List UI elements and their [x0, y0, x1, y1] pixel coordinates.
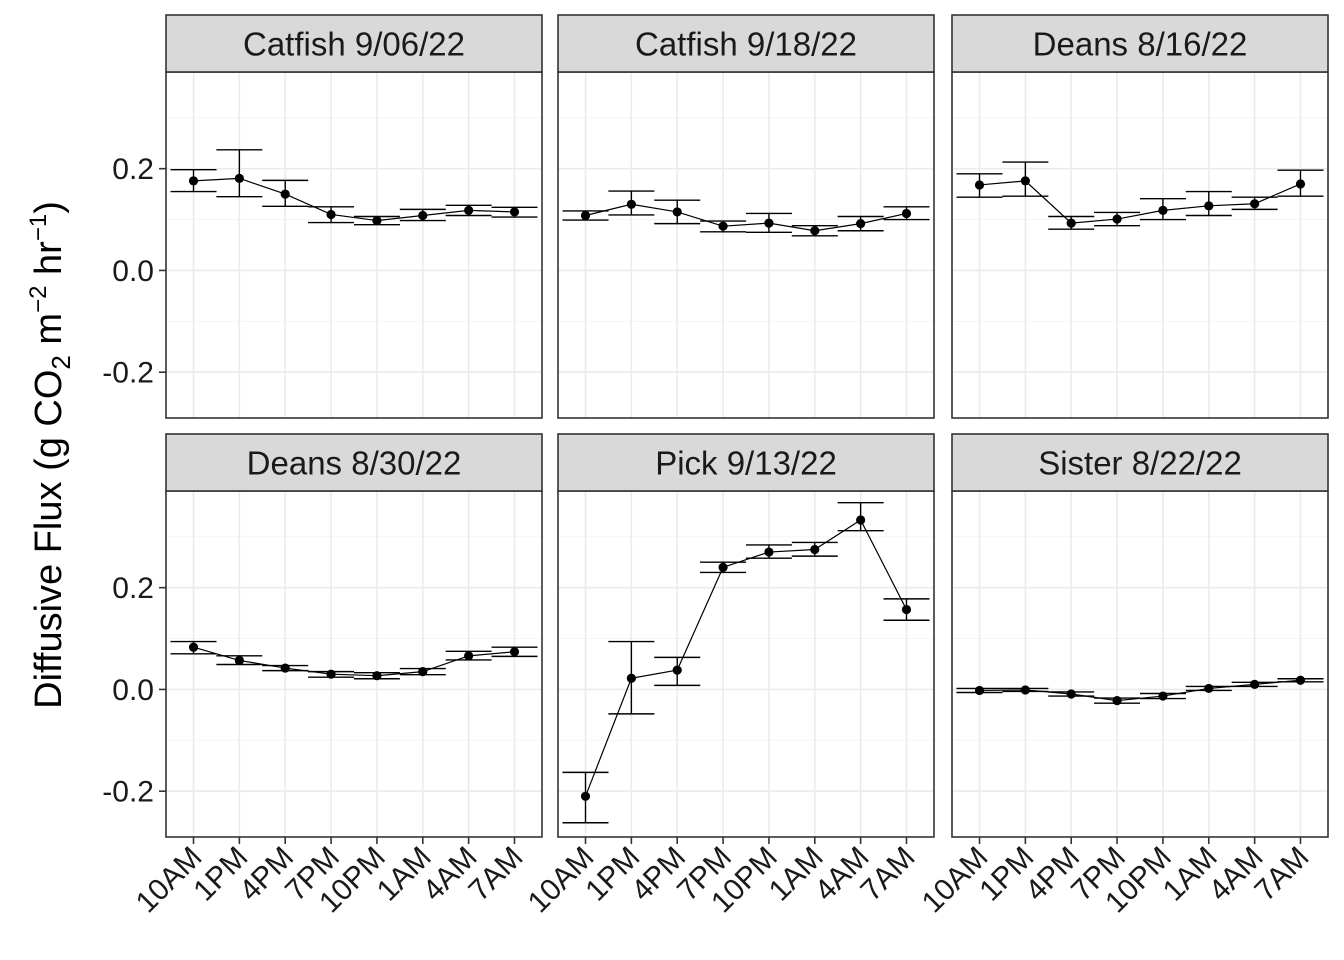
- data-point: [1112, 214, 1122, 224]
- facet-strip-title: Catfish 9/06/22: [243, 26, 465, 63]
- data-point: [326, 669, 336, 679]
- series-line: [193, 646, 515, 677]
- data-point: [1295, 675, 1306, 685]
- facet-strip-title: Pick 9/13/22: [655, 445, 837, 482]
- data-point: [626, 673, 636, 683]
- panel-background: [952, 72, 1328, 418]
- series-line: [585, 203, 907, 232]
- data-point: [1158, 691, 1168, 701]
- data-point: [1158, 205, 1168, 215]
- data-point: [509, 647, 520, 657]
- data-point: [418, 667, 428, 677]
- data-point: [974, 685, 985, 696]
- series-line: [979, 679, 1301, 702]
- y-axis-title: Diffusive Flux (g CO2 m−2 hr−1): [25, 201, 76, 709]
- data-point: [234, 173, 244, 183]
- data-point: [580, 791, 591, 801]
- y-tick-label: -0.2: [102, 357, 154, 390]
- facet-strip: [165, 14, 543, 73]
- x-tick-label: 7AM: [854, 841, 921, 908]
- data-point: [1295, 179, 1306, 189]
- panel-background: [166, 72, 542, 418]
- x-tick-label: 7AM: [1248, 841, 1315, 908]
- data-point: [1066, 689, 1076, 699]
- facet-strip-title: Deans 8/16/22: [1033, 26, 1248, 63]
- data-point: [372, 215, 382, 226]
- data-point: [974, 180, 985, 190]
- data-point: [234, 655, 244, 666]
- facet-strip-title: Sister 8/22/22: [1038, 445, 1242, 482]
- data-point: [810, 544, 820, 555]
- data-point: [188, 642, 199, 652]
- data-point: [418, 210, 428, 221]
- data-point: [326, 209, 336, 220]
- data-point: [509, 207, 520, 217]
- y-tick-label: -0.2: [102, 776, 154, 809]
- y-tick-label: 0.2: [112, 153, 154, 186]
- facet-strip: [951, 433, 1329, 492]
- panel-background: [952, 491, 1328, 837]
- data-point: [1204, 201, 1214, 211]
- data-point: [1250, 199, 1260, 209]
- y-tick-label: 0.2: [112, 572, 154, 605]
- facet-panels: Catfish 9/06/22 -0.2 0.0 0.2 Catfish 9/18/22…: [102, 14, 1329, 919]
- data-point: [580, 210, 591, 221]
- data-point: [188, 176, 199, 186]
- facet-strip-title: Catfish 9/18/22: [635, 26, 857, 63]
- facet-strip-title: Deans 8/30/22: [247, 445, 462, 482]
- data-point: [718, 562, 728, 572]
- data-point: [280, 663, 290, 673]
- facet-panel: Deans 8/16/22: [951, 14, 1329, 419]
- data-point: [626, 199, 636, 209]
- data-point: [1020, 176, 1030, 186]
- facet-strip: [557, 14, 935, 73]
- facet-strip: [951, 14, 1329, 73]
- data-point: [901, 604, 912, 615]
- data-point: [856, 515, 866, 525]
- data-point: [672, 665, 682, 675]
- data-point: [1066, 218, 1076, 228]
- data-point: [1112, 696, 1122, 706]
- data-point: [1020, 685, 1030, 695]
- data-point: [464, 205, 474, 215]
- data-point: [1250, 679, 1260, 689]
- panel-background: [558, 72, 934, 418]
- y-tick-label: 0.0: [112, 674, 154, 707]
- data-point: [1204, 683, 1214, 694]
- facet-panel: Catfish 9/06/22 -0.2 0.0 0.2: [102, 14, 543, 419]
- facet-strip: [165, 433, 543, 492]
- data-point: [280, 189, 290, 199]
- facet-panel: Catfish 9/18/22: [557, 14, 935, 419]
- data-point: [672, 207, 682, 217]
- data-point: [810, 226, 820, 236]
- facet-panel: Deans 8/30/22-0.20.00.210AM1PM4PM7PM10PM…: [102, 433, 543, 919]
- x-tick-label: 7AM: [462, 841, 529, 908]
- series-line: [584, 519, 908, 797]
- series-line: [979, 180, 1301, 224]
- series-line: [193, 177, 515, 222]
- data-point: [464, 651, 474, 661]
- data-point: [372, 671, 382, 681]
- data-point: [901, 208, 912, 219]
- facet-strip: [557, 433, 935, 492]
- y-tick-label: 0.0: [112, 255, 154, 288]
- panel-background: [558, 491, 934, 837]
- data-point: [764, 547, 774, 557]
- data-point: [856, 219, 866, 229]
- data-point: [718, 221, 728, 231]
- data-point: [764, 218, 774, 228]
